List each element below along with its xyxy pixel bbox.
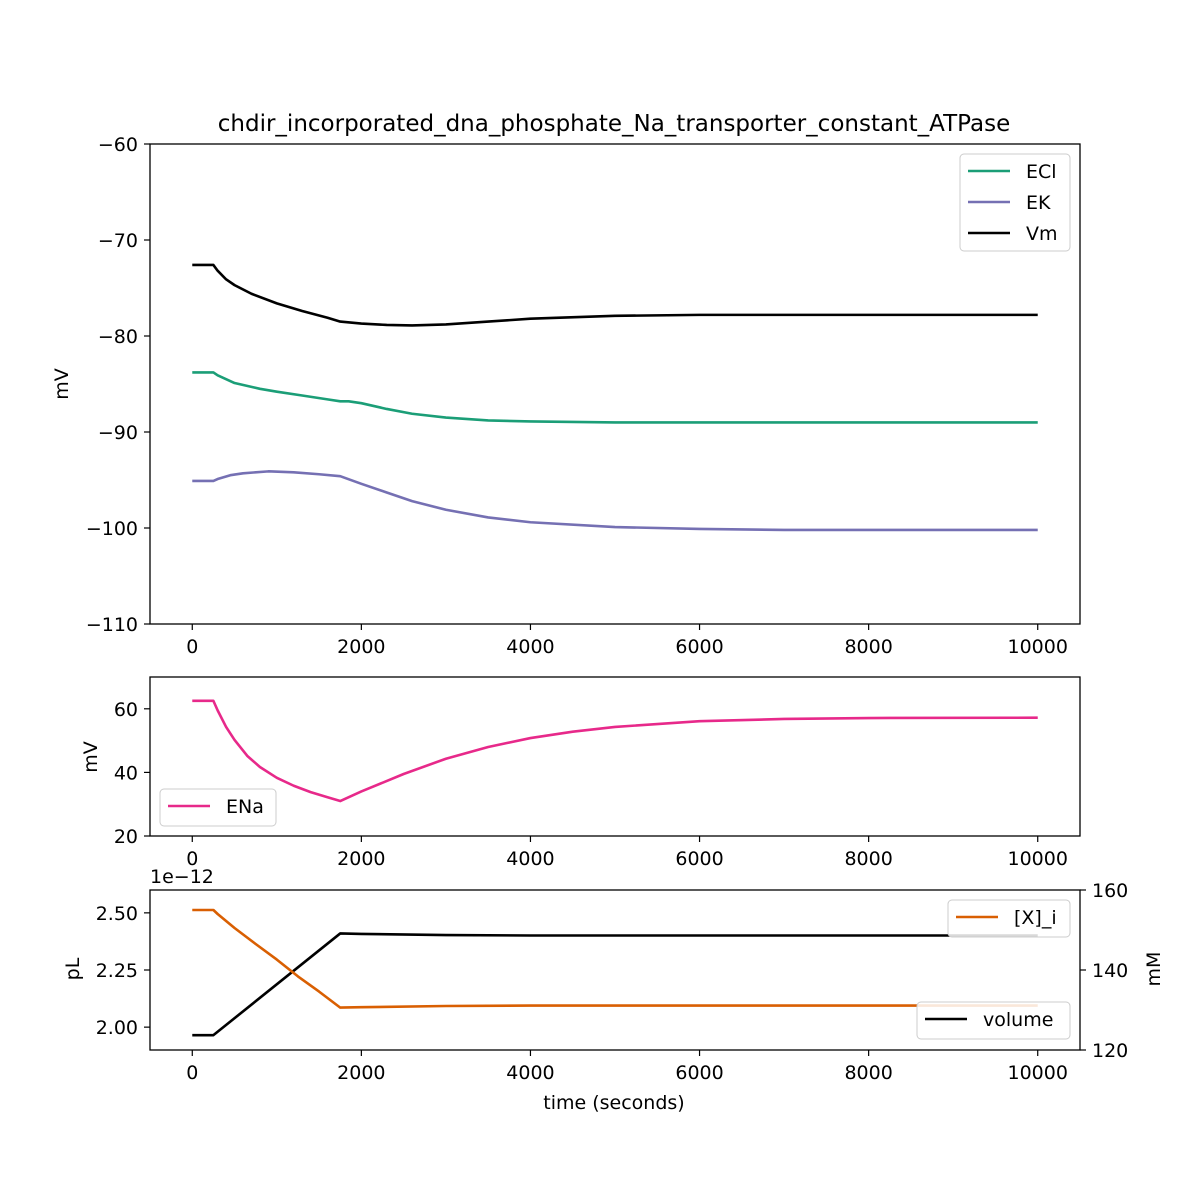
panel-1-legend: ECl EK Vm: [959, 153, 1071, 252]
panel-3-y2-axis-label: mM: [1143, 952, 1165, 987]
y-tick-label: 2.00: [96, 1017, 138, 1039]
panel-3-y-offset-label: 1e−12: [150, 866, 214, 888]
panel-2-y-axis-label: mV: [80, 741, 102, 773]
legend-frame: [159, 788, 277, 827]
x-tick-label: 2000: [337, 848, 385, 870]
y2-tick-label: 120: [1092, 1040, 1128, 1062]
x-tick-label: 8000: [844, 1062, 892, 1084]
legend-label-EK: EK: [1026, 192, 1051, 214]
legend-label-ENa: ENa: [226, 796, 264, 818]
y2-tick-label: 160: [1092, 880, 1128, 902]
x-tick-label: 0: [186, 1062, 198, 1084]
x-tick-label: 0: [186, 848, 198, 870]
membrane-potentials-panel: chdir_incorporated_dna_phosphate_Na_tran…: [51, 111, 1081, 658]
panel-2-plot-area: 0 2000 4000 6000 8000 10000 20 40 60: [114, 676, 1081, 870]
y-tick-label: −60: [98, 134, 138, 156]
x-tick-label: 6000: [675, 636, 723, 658]
plot-frame: [149, 676, 1081, 837]
panel-3-legend: volume [X]_i: [916, 899, 1071, 1040]
legend-label-ECl: ECl: [1026, 161, 1057, 183]
panel-2-legend: ENa: [159, 788, 277, 827]
y2-tick-label: 140: [1092, 960, 1128, 982]
y-tick-label: 2.50: [96, 903, 138, 925]
legend-frame: [959, 153, 1071, 252]
x-axis-label: time (seconds): [543, 1092, 684, 1114]
y-tick-label: −100: [86, 518, 138, 540]
x-tick-label: 2000: [337, 636, 385, 658]
sodium-potential-panel: mV 0 2000 4000 6000 8000 10000 20 40 60 ENa: [80, 676, 1081, 870]
series-line-ENa: [192, 699, 1038, 803]
y-tick-label: −80: [98, 326, 138, 348]
y-tick-label: −90: [98, 422, 138, 444]
chart-title: chdir_incorporated_dna_phosphate_Na_tran…: [218, 111, 1010, 137]
legend-label-volume: volume: [983, 1009, 1053, 1031]
legend-frame: [916, 1001, 1071, 1040]
plot-frame: [149, 143, 1081, 625]
legend-label-[X]_i: [X]_i: [1014, 907, 1057, 929]
series-line-[X]_i: [192, 908, 1038, 1009]
y-tick-label: −110: [86, 614, 138, 636]
panel-1-plot-area: 0 2000 4000 6000 8000 10000 −60 −70 −80 −90 −100 −1…: [86, 134, 1081, 658]
volume-concentration-panel: 1e−12 pL mM time (seconds) 0 2000 4000 6000…: [62, 866, 1165, 1114]
series-line-Vm: [192, 263, 1038, 327]
x-tick-label: 2000: [337, 1062, 385, 1084]
panel-3-plot-area: 0 2000 4000 6000 8000 10000 2.00 2.25 2.50 120 140…: [96, 880, 1129, 1084]
panel-3-y-axis-label: pL: [62, 957, 84, 980]
legend-label-Vm: Vm: [1026, 223, 1058, 245]
legend-frame: [947, 899, 1071, 938]
y-tick-label: 20: [114, 826, 138, 848]
y-tick-label: 40: [114, 762, 138, 784]
y-tick-label: 2.25: [96, 960, 138, 982]
x-tick-label: 6000: [675, 848, 723, 870]
x-tick-label: 8000: [844, 636, 892, 658]
x-tick-label: 10000: [1008, 1062, 1068, 1084]
x-tick-label: 10000: [1008, 848, 1068, 870]
x-tick-label: 10000: [1008, 636, 1068, 658]
series-line-volume: [192, 932, 1038, 1037]
series-line-EK: [192, 470, 1038, 532]
series-line-ECl: [192, 371, 1038, 424]
panel-1-y-axis-label: mV: [51, 368, 73, 400]
x-tick-label: 4000: [506, 1062, 554, 1084]
x-tick-label: 0: [186, 636, 198, 658]
y-tick-label: −70: [98, 230, 138, 252]
y-tick-label: 60: [114, 699, 138, 721]
x-tick-label: 4000: [506, 848, 554, 870]
x-tick-label: 8000: [844, 848, 892, 870]
x-tick-label: 4000: [506, 636, 554, 658]
x-tick-label: 6000: [675, 1062, 723, 1084]
